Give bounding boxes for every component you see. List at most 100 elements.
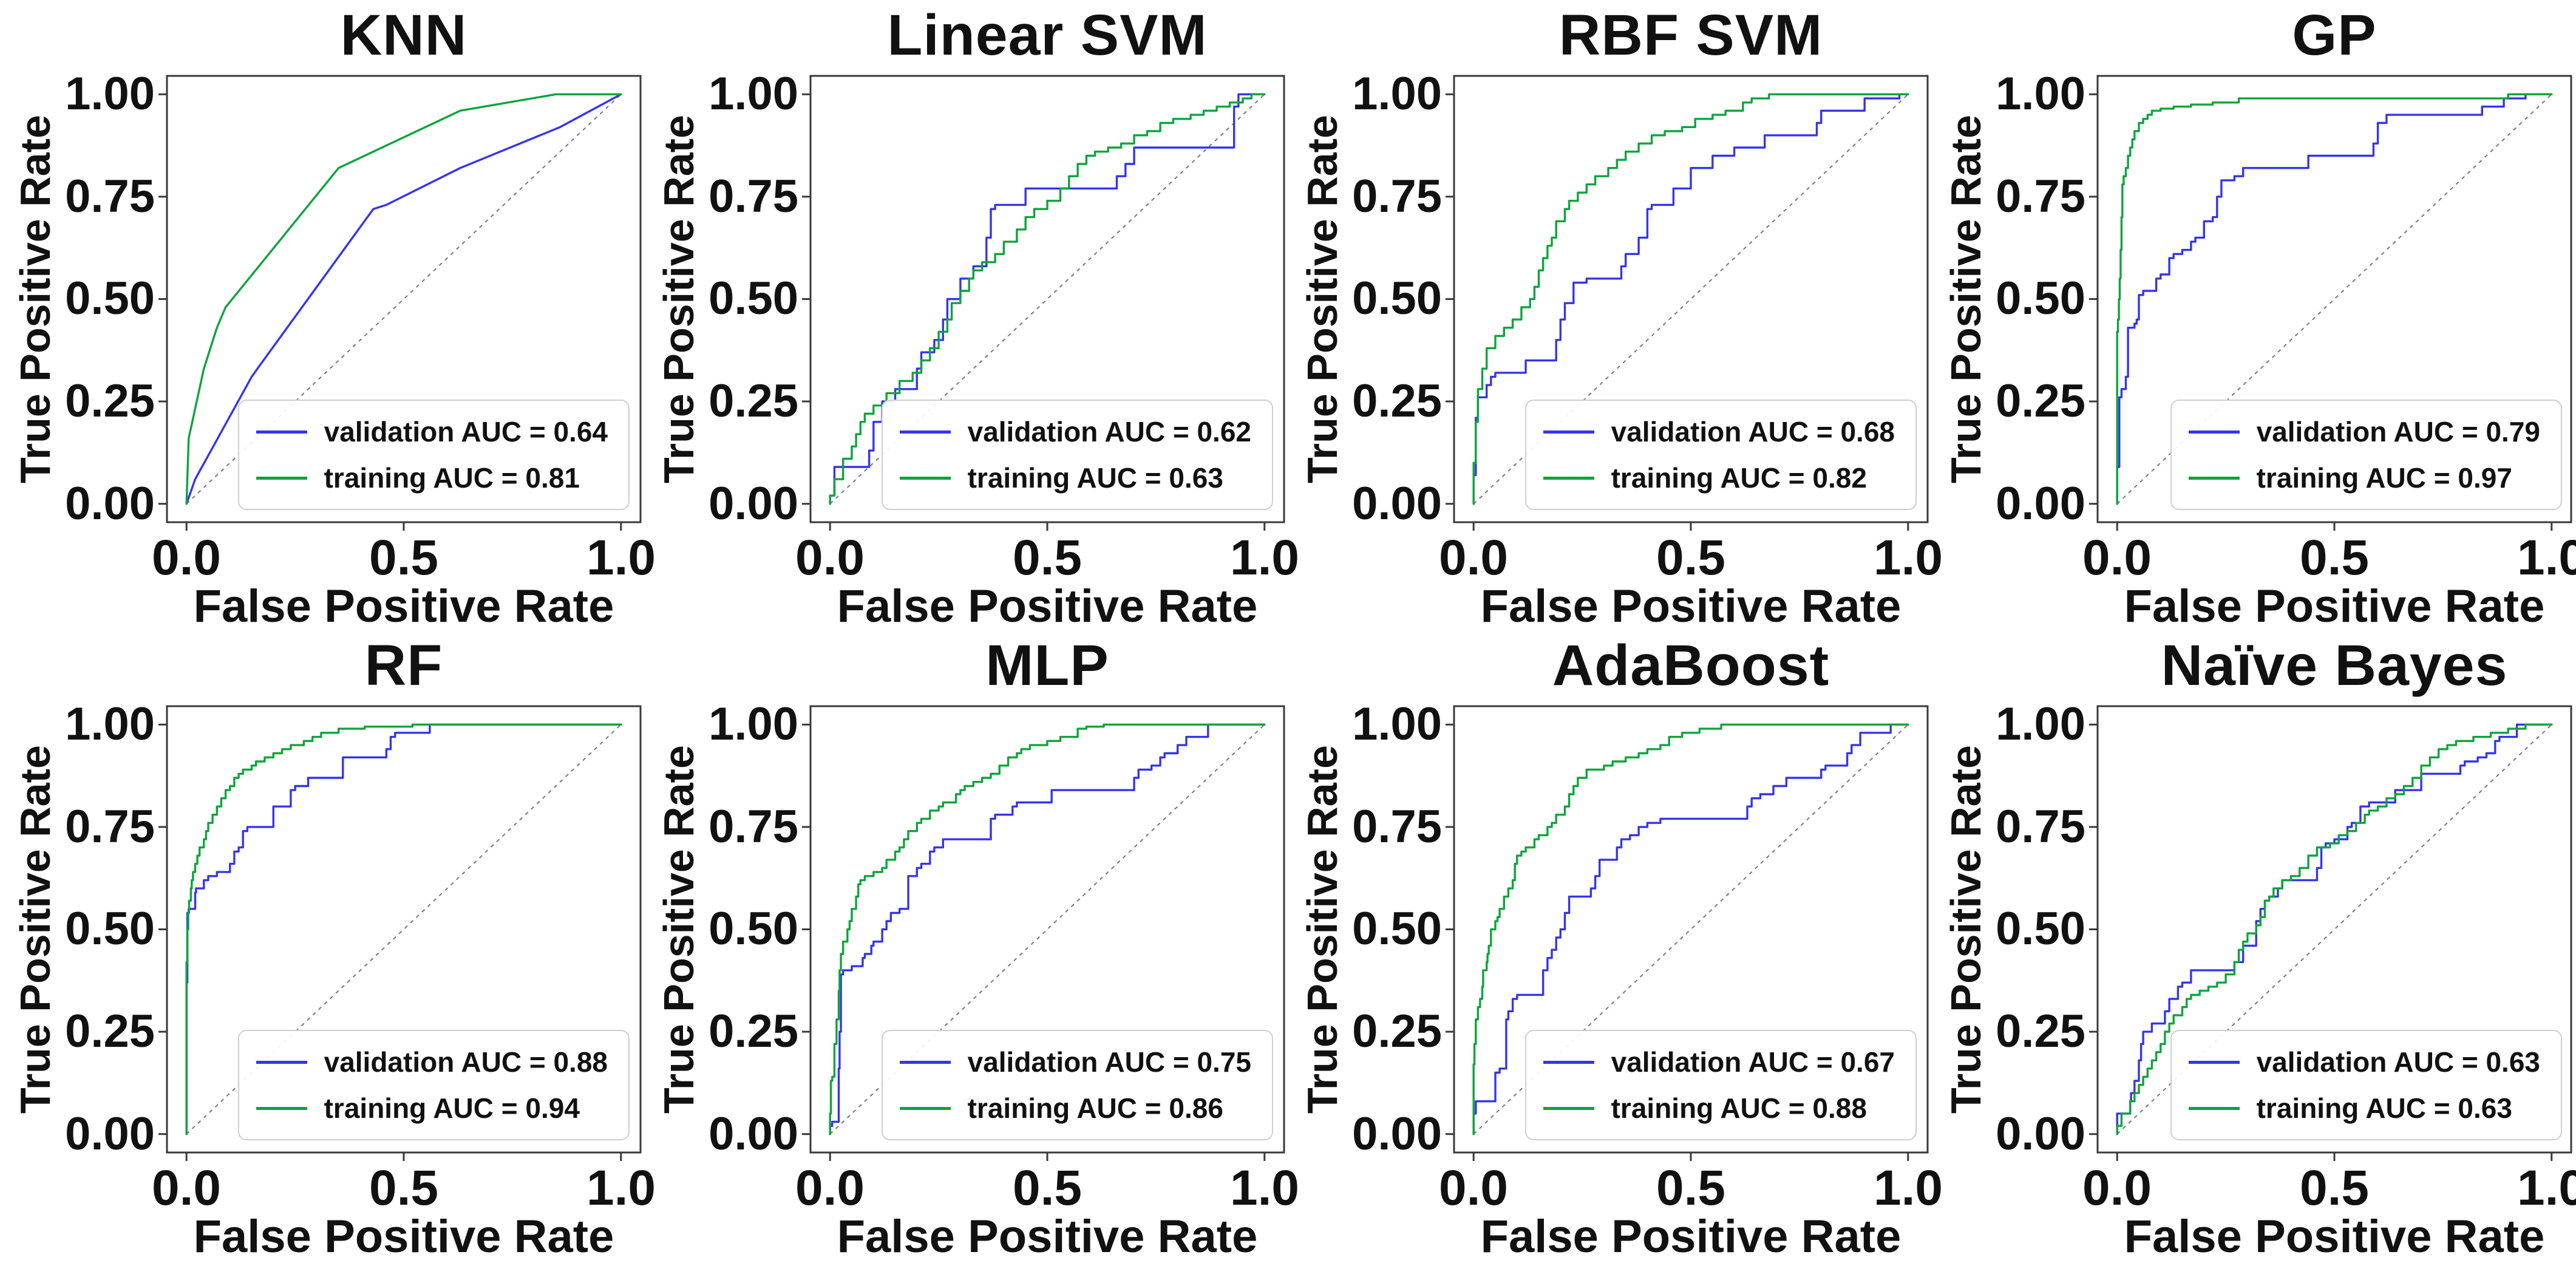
x-tick-label: 0.0 [2082, 1160, 2152, 1216]
chart-title: KNN [340, 3, 467, 67]
validation-line-swatch [256, 430, 307, 434]
y-tick-label: 1.00 [65, 68, 155, 120]
legend-label-training: training AUC = 0.88 [1611, 1092, 1867, 1124]
y-tick-label: 0.75 [1996, 801, 2085, 853]
y-tick-label: 0.25 [709, 375, 798, 427]
x-axis-label: False Positive Rate [2124, 1211, 2545, 1262]
roc-subplot-knn: KNN True Positive Rate 0.00 0.25 0.50 0.… [0, 0, 656, 632]
validation-line-swatch [2188, 430, 2240, 434]
y-tick-label: 0.75 [65, 801, 155, 853]
plot-area [1446, 705, 1929, 1161]
y-tick-label: 0.25 [65, 375, 155, 427]
y-tick-label: 0.25 [1352, 375, 1442, 427]
x-tick-label: 0.0 [152, 1160, 221, 1216]
x-tick-label: 0.0 [795, 1160, 865, 1216]
legend-label-validation: validation AUC = 0.68 [1611, 416, 1895, 448]
legend-label-validation: validation AUC = 0.67 [1611, 1046, 1895, 1078]
roc-subplot-gp: GP True Positive Rate 0.00 0.25 0.50 0.7… [1931, 0, 2576, 632]
x-tick-label: 1.0 [1874, 1160, 1943, 1216]
legend: validation AUC = 0.67 training AUC = 0.8… [1524, 1030, 1917, 1140]
plot-area [158, 705, 642, 1161]
legend-label-training: training AUC = 0.63 [967, 462, 1223, 494]
training-line-swatch [256, 476, 307, 480]
y-tick-label: 0.25 [1996, 375, 2085, 427]
y-tick-label: 0.75 [709, 171, 798, 222]
x-tick-label: 0.5 [1013, 530, 1082, 585]
legend-entry-validation: validation AUC = 0.75 [899, 1046, 1251, 1078]
x-tick-label: 1.0 [2517, 530, 2576, 585]
y-tick-label: 0.75 [709, 801, 798, 853]
training-line-swatch [256, 1106, 307, 1110]
legend-label-validation: validation AUC = 0.75 [967, 1046, 1251, 1078]
training-line-swatch [899, 1106, 951, 1110]
y-tick-label: 1.00 [1996, 68, 2085, 120]
legend: validation AUC = 0.88 training AUC = 0.9… [237, 1030, 630, 1140]
y-tick-label: 0.75 [1352, 801, 1442, 853]
y-tick-label: 0.50 [1352, 273, 1442, 324]
x-tick-label: 0.5 [369, 1160, 438, 1216]
x-tick-label: 1.0 [1230, 530, 1299, 585]
legend-entry-validation: validation AUC = 0.79 [2188, 415, 2540, 448]
legend-entry-validation: validation AUC = 0.64 [256, 415, 608, 448]
legend-label-validation: validation AUC = 0.64 [324, 416, 608, 448]
plot-area [1446, 75, 1929, 531]
roc-subplot-linear-svm: Linear SVM True Positive Rate 0.00 0.25 … [644, 0, 1299, 632]
roc-subplot-rbf-svm: RBF SVM True Positive Rate 0.00 0.25 0.5… [1287, 0, 1943, 632]
legend: validation AUC = 0.79 training AUC = 0.9… [2170, 400, 2562, 510]
legend-entry-validation: validation AUC = 0.88 [256, 1046, 608, 1078]
roc-subplot-rf: RF True Positive Rate 0.00 0.25 0.50 0.7… [0, 630, 656, 1262]
legend: validation AUC = 0.62 training AUC = 0.6… [881, 400, 1273, 510]
x-tick-label: 1.0 [586, 1160, 656, 1216]
chart-title: MLP [985, 633, 1109, 698]
legend-entry-training: training AUC = 0.88 [1543, 1092, 1895, 1125]
x-axis-label: False Positive Rate [1480, 580, 1901, 632]
x-axis-label: False Positive Rate [193, 1211, 614, 1262]
y-tick-label: 1.00 [1352, 68, 1442, 120]
y-tick-label: 0.00 [1352, 1108, 1442, 1160]
y-tick-label: 0.00 [709, 478, 798, 529]
plot-area [2089, 75, 2572, 531]
y-tick-label: 0.25 [1996, 1006, 2085, 1057]
chart-title: RF [364, 633, 443, 698]
x-tick-label: 1.0 [586, 530, 656, 585]
y-tick-label: 0.25 [1352, 1006, 1442, 1057]
plot-area [802, 705, 1285, 1161]
training-line-swatch [1543, 476, 1594, 480]
legend-label-training: training AUC = 0.82 [1611, 462, 1867, 494]
y-tick-label: 0.00 [1352, 478, 1442, 529]
chart-title: AdaBoost [1552, 633, 1830, 698]
y-tick-label: 0.75 [65, 171, 155, 222]
plot-area [2089, 705, 2572, 1161]
legend-entry-training: training AUC = 0.63 [899, 461, 1251, 494]
legend-entry-validation: validation AUC = 0.68 [1543, 415, 1895, 448]
y-tick-label: 0.00 [709, 1108, 798, 1160]
y-tick-label: 0.25 [65, 1006, 155, 1057]
legend: validation AUC = 0.63 training AUC = 0.6… [2170, 1030, 2562, 1140]
legend-label-validation: validation AUC = 0.63 [2256, 1046, 2540, 1078]
y-tick-label: 0.75 [1352, 171, 1442, 222]
legend-label-training: training AUC = 0.94 [324, 1092, 580, 1124]
x-tick-label: 0.0 [795, 530, 865, 585]
plot-area [802, 75, 1285, 531]
y-tick-label: 0.50 [65, 903, 155, 955]
y-tick-label: 0.50 [709, 273, 798, 324]
x-tick-label: 0.0 [2082, 530, 2152, 585]
legend-label-validation: validation AUC = 0.62 [967, 416, 1251, 448]
y-tick-label: 1.00 [709, 68, 798, 120]
chart-title: GP [2292, 3, 2377, 67]
legend: validation AUC = 0.75 training AUC = 0.8… [881, 1030, 1273, 1140]
training-line-swatch [1543, 1106, 1594, 1110]
legend-label-training: training AUC = 0.81 [324, 462, 580, 494]
legend-entry-validation: validation AUC = 0.62 [899, 415, 1251, 448]
x-tick-label: 0.5 [369, 530, 438, 585]
x-tick-label: 0.5 [2300, 1160, 2369, 1216]
y-tick-label: 1.00 [1352, 698, 1442, 750]
x-tick-label: 0.0 [1439, 530, 1508, 585]
validation-line-swatch [2188, 1060, 2240, 1064]
y-tick-label: 0.50 [709, 903, 798, 955]
y-tick-label: 1.00 [1996, 698, 2085, 750]
legend-entry-training: training AUC = 0.86 [899, 1092, 1251, 1125]
y-tick-label: 0.50 [1996, 903, 2085, 955]
legend-label-training: training AUC = 0.63 [2256, 1092, 2512, 1124]
